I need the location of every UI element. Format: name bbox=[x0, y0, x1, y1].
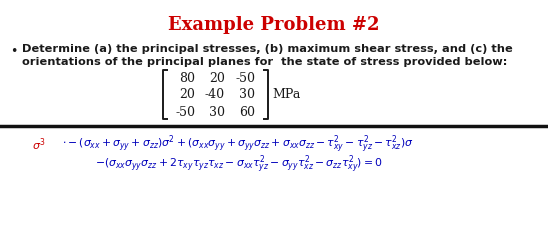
Text: orientations of the principal planes for  the state of stress provided below:: orientations of the principal planes for… bbox=[22, 57, 507, 67]
Text: MPa: MPa bbox=[272, 88, 300, 101]
Text: -50: -50 bbox=[235, 71, 255, 84]
Text: -40: -40 bbox=[205, 88, 225, 101]
Text: $\sigma^3$: $\sigma^3$ bbox=[32, 136, 46, 153]
Text: Example Problem #2: Example Problem #2 bbox=[168, 16, 380, 34]
Text: 20: 20 bbox=[179, 88, 195, 101]
Text: 60: 60 bbox=[239, 105, 255, 118]
Text: •: • bbox=[10, 45, 18, 58]
Text: -50: -50 bbox=[175, 105, 195, 118]
Text: 80: 80 bbox=[179, 71, 195, 84]
Text: $-(\sigma_{xx}\sigma_{yy}\sigma_{zz}+2\tau_{xy}\tau_{yz}\tau_{xz}-\sigma_{xx}\ta: $-(\sigma_{xx}\sigma_{yy}\sigma_{zz}+2\t… bbox=[95, 153, 383, 175]
Text: 20: 20 bbox=[209, 71, 225, 84]
Text: 30: 30 bbox=[239, 88, 255, 101]
Text: Determine (a) the principal stresses, (b) maximum shear stress, and (c) the: Determine (a) the principal stresses, (b… bbox=[22, 44, 513, 54]
Text: 30: 30 bbox=[209, 105, 225, 118]
Text: $\cdot-(\sigma_{xx}+\sigma_{yy}+\sigma_{zz})\sigma^2+(\sigma_{xx}\sigma_{yy}+\si: $\cdot-(\sigma_{xx}+\sigma_{yy}+\sigma_{… bbox=[62, 133, 414, 155]
